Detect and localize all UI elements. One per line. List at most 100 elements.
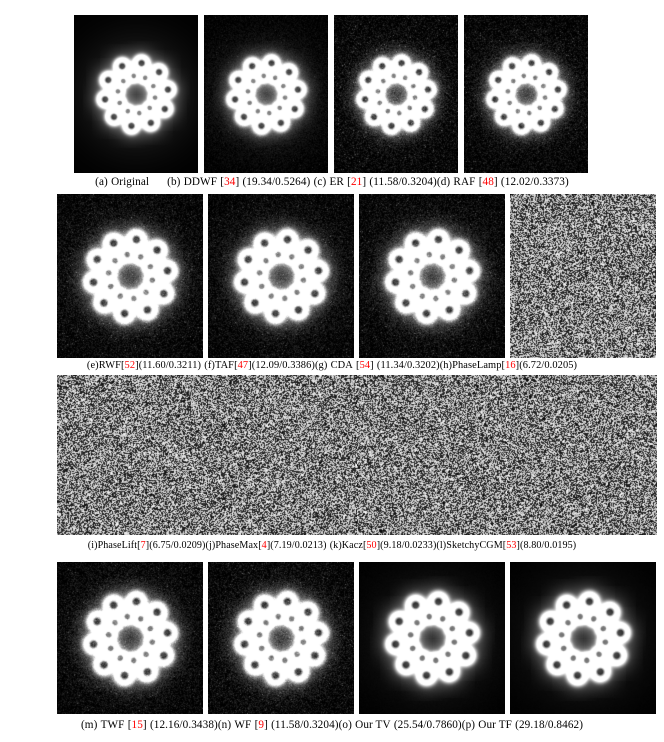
panel-d-raf[interactable] [464, 15, 588, 173]
panel-o-our-tv[interactable] [359, 562, 505, 714]
caption-h-method: PhaseLamp [452, 360, 502, 371]
caption-c-reference[interactable]: 21 [350, 176, 363, 188]
caption-m-tag: (m) [80, 719, 98, 731]
caption-c-tag: (c) [313, 176, 327, 188]
caption-f-metrics: (12.09/0.3386) [251, 360, 315, 371]
caption-i: (i) PhaseLift [7] (6.75/0.0209) [87, 540, 206, 551]
caption-m: (m) TWF [15] (12.16/0.3438) [80, 719, 218, 731]
caption-a-tag: (a) [95, 176, 108, 188]
panel-m-twf[interactable] [57, 562, 203, 714]
caption-n-tag: (n) [217, 719, 232, 731]
caption-j-method: PhaseMax [215, 540, 259, 551]
caption-h-tag: (h) [439, 360, 453, 371]
panel-i-phaselift[interactable] [57, 375, 207, 535]
caption-f-method: TAF [214, 360, 235, 371]
panel-image-p [510, 562, 656, 714]
caption-p-method: Our TF [478, 719, 512, 731]
caption-g-metrics: (11.34/0.3202) [376, 360, 440, 371]
caption-k-reference[interactable]: 50 [366, 540, 377, 551]
caption-d-method: RAF [453, 176, 476, 188]
panel-image-f [208, 194, 354, 358]
caption-p-metrics: (29.18/0.8462) [515, 719, 584, 731]
caption-d: (d) RAF [48] (12.02/0.3373) [436, 176, 569, 188]
panel-image-l [507, 375, 657, 535]
caption-a-method: Original [111, 176, 150, 188]
caption-k-method: Kacz [341, 540, 363, 551]
caption-o-metrics: (25.54/0.7860) [393, 719, 462, 731]
caption-f-tag: (f) [204, 360, 215, 371]
caption-l-metrics: (8.80/0.0195) [520, 540, 577, 551]
caption-p-tag: (p) [461, 719, 476, 731]
caption-g-reference[interactable]: 54 [359, 360, 371, 371]
caption-e-method: RWF [98, 360, 121, 371]
caption-b-tag: (b) [167, 176, 181, 188]
caption-l: (l) SketchyCGM [53] (8.80/0.0195) [436, 540, 577, 551]
caption-m-method: TWF [100, 719, 125, 731]
caption-j-reference[interactable]: 4 [261, 540, 267, 551]
caption-n-reference[interactable]: 9 [258, 719, 265, 731]
caption-i-method: PhaseLift [97, 540, 138, 551]
caption-row-1: (a) Original (b) DDWF [34] (19.34/0.5264… [0, 176, 664, 188]
caption-n: (n) WF [9] (11.58/0.3204) [217, 719, 339, 731]
caption-row-2: (e) RWF [52] (11.60/0.3211) (f) TAF [47]… [0, 360, 664, 371]
caption-a: (a) Original [95, 176, 149, 188]
panel-image-d [464, 15, 588, 173]
caption-b-metrics: (19.34/0.5264) [242, 176, 311, 188]
caption-b-reference[interactable]: 34 [224, 176, 236, 188]
caption-d-reference[interactable]: 48 [482, 176, 494, 188]
panel-image-h [510, 194, 656, 358]
caption-k-metrics: (9.18/0.0233) [380, 540, 437, 551]
caption-l-reference[interactable]: 53 [506, 540, 517, 551]
caption-f-reference[interactable]: 47 [237, 360, 249, 371]
panel-j-phasemax[interactable] [207, 375, 357, 535]
caption-d-metrics: (12.02/0.3373) [500, 176, 569, 188]
caption-m-reference[interactable]: 15 [131, 719, 143, 731]
caption-l-tag: (l) [436, 540, 447, 551]
caption-e-metrics: (11.60/0.3211) [138, 360, 202, 371]
panel-n-wf[interactable] [208, 562, 354, 714]
panel-l-sketchycgm[interactable] [507, 375, 657, 535]
panel-image-i [57, 375, 207, 535]
panel-image-j [207, 375, 357, 535]
caption-k: (k) Kacz [50] (9.18/0.0233) [329, 540, 437, 551]
caption-j: (j) PhaseMax [4] (7.19/0.0213) [205, 540, 327, 551]
panel-a-original[interactable] [74, 15, 198, 173]
caption-o-method: Our TV [355, 719, 391, 731]
panel-image-o [359, 562, 505, 714]
panel-f-taf[interactable] [208, 194, 354, 358]
panel-b-ddwf[interactable] [204, 15, 328, 173]
caption-e: (e) RWF [52] (11.60/0.3211) [86, 360, 202, 371]
panel-image-g [359, 194, 505, 358]
panel-g-cda[interactable] [359, 194, 505, 358]
panel-image-e [57, 194, 203, 358]
caption-e-tag: (e) [86, 360, 99, 371]
caption-c: (c) ER [21] (11.58/0.3204) [313, 176, 437, 188]
caption-c-method: ER [329, 176, 344, 188]
panel-row-3 [57, 375, 657, 535]
caption-row-4: (m) TWF [15] (12.16/0.3438) (n) WF [9] (… [0, 719, 664, 731]
panel-p-our-tf[interactable] [510, 562, 656, 714]
panel-image-a [74, 15, 198, 173]
caption-o-tag: (o) [338, 719, 352, 731]
caption-g-method: CDA [330, 360, 353, 371]
panel-image-c [334, 15, 458, 173]
panel-c-er[interactable] [334, 15, 458, 173]
caption-h-metrics: (6.72/0.0205) [519, 360, 578, 371]
caption-h-reference[interactable]: 16 [505, 360, 516, 371]
caption-g-tag: (g) [314, 360, 328, 371]
caption-n-method: WF [234, 719, 252, 731]
panel-row-4 [57, 562, 656, 714]
panel-row-1 [74, 15, 588, 173]
caption-row-3: (i) PhaseLift [7] (6.75/0.0209) (j) Phas… [0, 540, 664, 551]
panel-e-rwf[interactable] [57, 194, 203, 358]
caption-l-method: SketchyCGM [446, 540, 503, 551]
caption-d-tag: (d) [436, 176, 451, 188]
caption-i-metrics: (6.75/0.0209) [149, 540, 206, 551]
panel-h-phaselamp[interactable] [510, 194, 656, 358]
panel-k-kacz[interactable] [357, 375, 507, 535]
caption-e-reference[interactable]: 52 [124, 360, 136, 371]
caption-i-reference[interactable]: 7 [140, 540, 146, 551]
panel-image-b [204, 15, 328, 173]
caption-f: (f) TAF [47] (12.09/0.3386) [204, 360, 315, 371]
